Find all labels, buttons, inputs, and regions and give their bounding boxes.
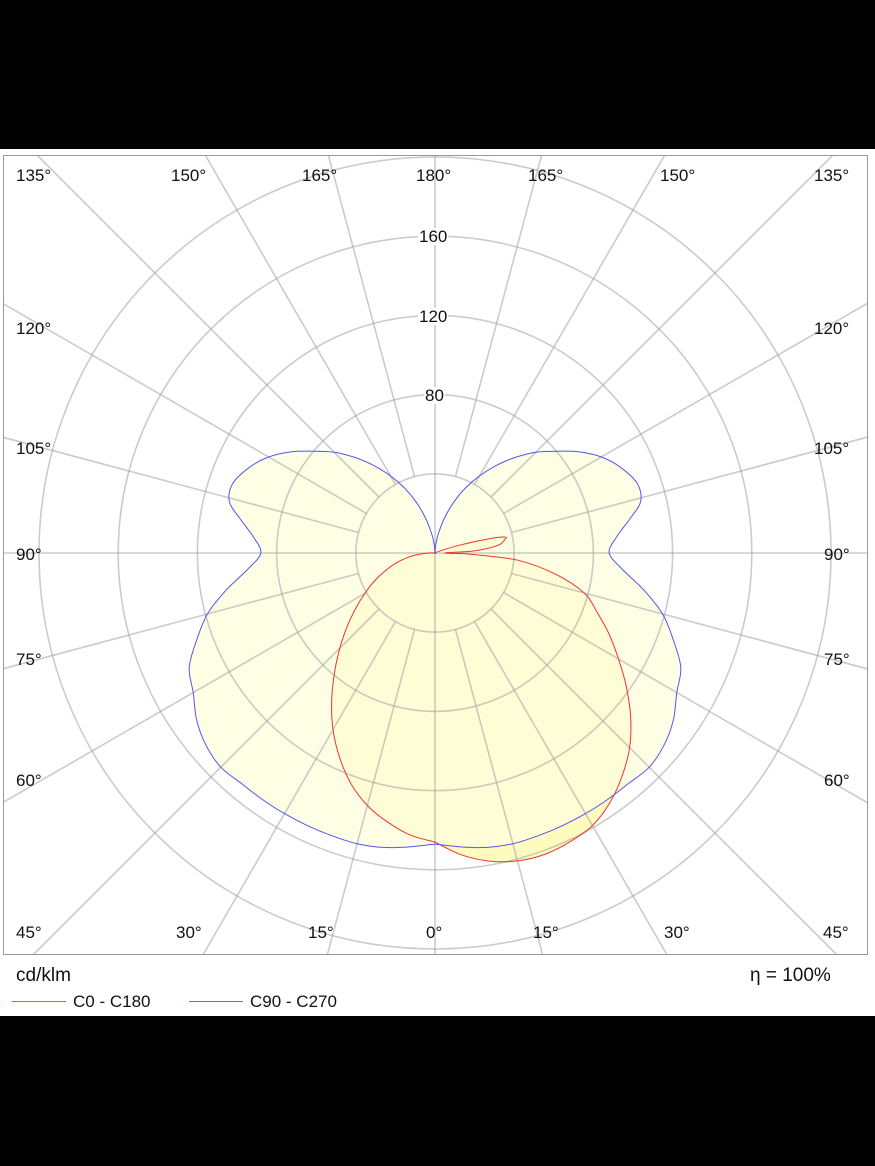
angle-label-bottom: 0° <box>426 923 443 942</box>
angle-label-left: 120° <box>16 319 52 338</box>
angle-label-top: 135° <box>814 166 850 185</box>
grid-spoke <box>3 436 359 534</box>
grid-spoke <box>473 155 666 485</box>
grid-spoke <box>454 155 543 477</box>
angle-label-left: 75° <box>16 650 42 669</box>
grid-spoke <box>511 572 867 670</box>
angle-label-top: 150° <box>660 166 696 185</box>
grid-spoke <box>204 155 397 485</box>
curve-c90-c270 <box>188 450 682 849</box>
grid-spoke <box>490 155 835 498</box>
grid-spoke <box>454 629 544 954</box>
grid-spoke <box>3 591 367 804</box>
curve-c0-c180 <box>331 536 632 863</box>
radial-tick-label: 80 <box>424 386 445 405</box>
radial-tick-label: 120 <box>418 307 449 326</box>
angle-label-top: 165° <box>302 166 338 185</box>
grid-spoke <box>473 621 668 954</box>
grid-spoke <box>3 302 367 515</box>
angle-label-right: 120° <box>814 319 850 338</box>
angle-label-bottom: 30° <box>176 923 202 942</box>
unit-label: cd/klm <box>16 965 71 986</box>
angle-label-right: 75° <box>824 650 850 669</box>
polar-grid <box>3 155 867 954</box>
grid-spoke <box>202 621 397 954</box>
legend-swatch-c0-c180 <box>12 1001 66 1002</box>
grid-spoke <box>490 608 838 954</box>
angle-label-bottom: 15° <box>533 923 559 942</box>
angle-label-top: 165° <box>528 166 564 185</box>
angle-label-top: 180° <box>416 166 452 185</box>
angle-label-right: 90° <box>824 545 850 564</box>
radial-tick-label: 160 <box>418 227 449 246</box>
angle-label-bottom: 45° <box>16 923 42 942</box>
legend-label-c90-c270: C90 - C270 <box>250 992 337 1011</box>
grid-spoke <box>503 591 867 804</box>
angle-label-bottom: 30° <box>664 923 690 942</box>
legend-label-c0-c180: C0 - C180 <box>73 992 151 1011</box>
angle-label-bottom: 45° <box>823 923 849 942</box>
efficiency-label: η = 100% <box>750 965 831 986</box>
grid-spoke <box>503 302 867 515</box>
angle-label-bottom: 15° <box>308 923 334 942</box>
chart-panel: 135° 150° 165° 180° 165° 150° 135° 120° … <box>0 149 875 1016</box>
angle-label-left: 60° <box>16 771 42 790</box>
curve-lines <box>188 450 682 863</box>
angle-label-top: 135° <box>16 166 52 185</box>
grid-spoke <box>3 572 359 670</box>
angle-label-left: 105° <box>16 439 52 458</box>
plot-frame <box>3 155 868 955</box>
grid-spoke <box>327 155 416 477</box>
legend-swatch-c90-c270 <box>189 1001 243 1002</box>
angle-label-right: 105° <box>814 439 850 458</box>
grid-spoke <box>511 436 867 534</box>
angle-label-left: 90° <box>16 545 42 564</box>
grid-spoke <box>326 629 416 954</box>
grid-spoke <box>32 608 380 954</box>
polar-chart <box>3 155 868 955</box>
angle-label-right: 60° <box>824 771 850 790</box>
grid-spoke <box>35 155 380 498</box>
angle-label-top: 150° <box>171 166 207 185</box>
